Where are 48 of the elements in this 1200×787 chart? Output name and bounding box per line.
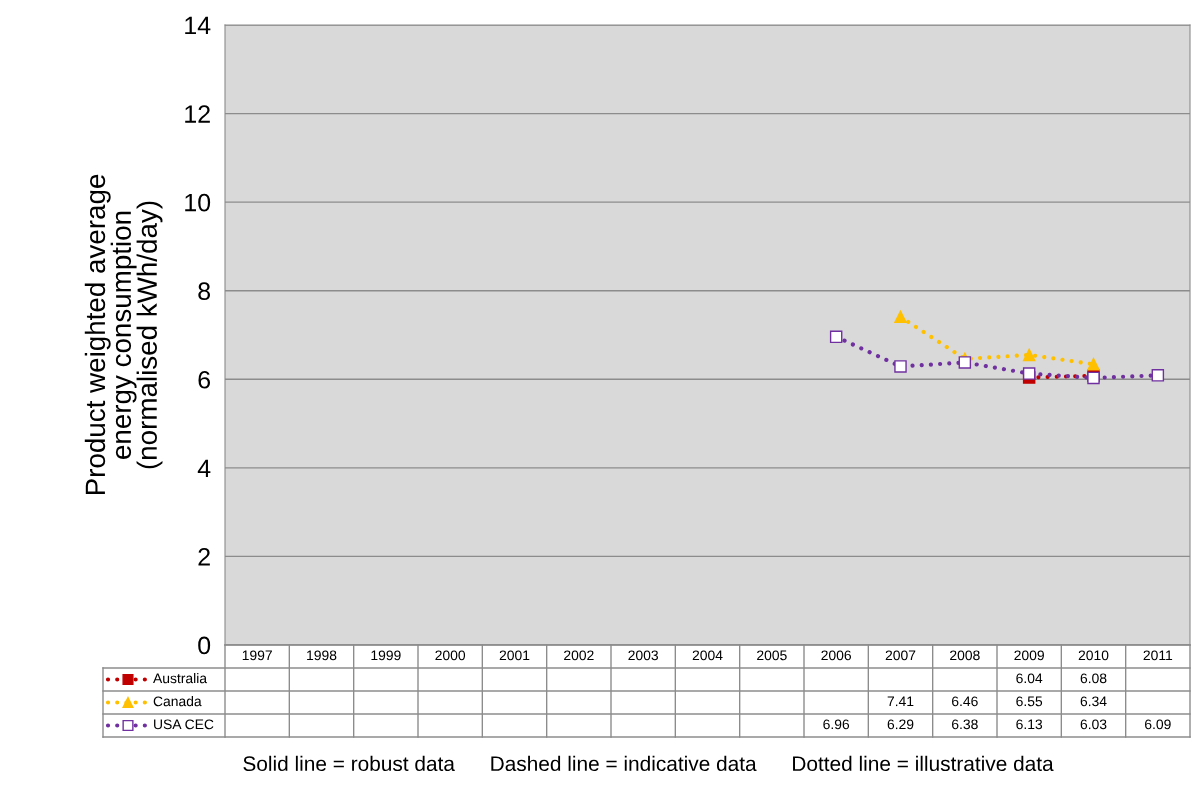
data-label: 6.09 (1145, 719, 1171, 730)
point (1087, 357, 1100, 371)
y-tick-label: 4 (197, 459, 211, 477)
x-tick-label: 1997 (242, 650, 272, 661)
legend-label: Canada (153, 696, 202, 707)
x-tick-label: 2003 (628, 650, 659, 661)
data-label: 6.38 (952, 719, 978, 730)
x-tick-label: 1999 (371, 650, 401, 661)
point (829, 330, 843, 344)
y-tick-label: 2 (198, 548, 210, 566)
data-label: 6.13 (1016, 719, 1043, 730)
y-tick-label: 12 (185, 105, 210, 123)
y-axis-title: Product weighted average energy consumption (normalised kWh/day) (84, 174, 163, 495)
x-tick-label: 2010 (1078, 650, 1109, 661)
data-label: 6.04 (1016, 673, 1043, 684)
point (1022, 367, 1036, 380)
point (1022, 348, 1036, 362)
data-label: 6.46 (952, 696, 978, 707)
legend-label: Australia (153, 673, 208, 684)
data-label: 6.03 (1080, 719, 1107, 730)
point (894, 310, 907, 324)
x-tick-label: 2004 (692, 650, 723, 661)
data-label: 6.55 (1016, 696, 1043, 707)
data-label: 6.29 (887, 719, 914, 730)
data-label: 6.08 (1080, 673, 1107, 684)
x-tick-label: 2000 (435, 650, 466, 661)
point (958, 356, 972, 369)
legend-label: USA CEC (154, 719, 214, 730)
x-tick-label: 2009 (1014, 650, 1044, 661)
x-tick-label: 2002 (564, 650, 594, 661)
x-tick-label: 1998 (307, 650, 337, 661)
text: Solid line = robust data Dashed line = indicative data Dotted line = illustrative data (243, 755, 1054, 772)
y-tick-label: 6 (198, 370, 211, 389)
x-tick-label: 2005 (757, 650, 787, 661)
y-tick-label: 8 (198, 282, 211, 301)
point (1151, 369, 1165, 382)
x-tick-label: 2011 (1143, 650, 1173, 661)
x-tick-label: 2008 (950, 650, 980, 661)
data-label: 6.34 (1080, 696, 1107, 707)
x-tick-label: 2007 (885, 650, 916, 661)
data-label: 6.96 (823, 719, 850, 730)
y-tick-label: 0 (198, 636, 211, 655)
y-tick-label: 14 (185, 16, 211, 35)
y-tick-label: 10 (185, 193, 211, 212)
x-tick-label: 2001 (499, 650, 530, 661)
data-label: 7.41 (887, 696, 914, 707)
point (894, 360, 907, 373)
x-tick-label: 2006 (821, 650, 852, 661)
